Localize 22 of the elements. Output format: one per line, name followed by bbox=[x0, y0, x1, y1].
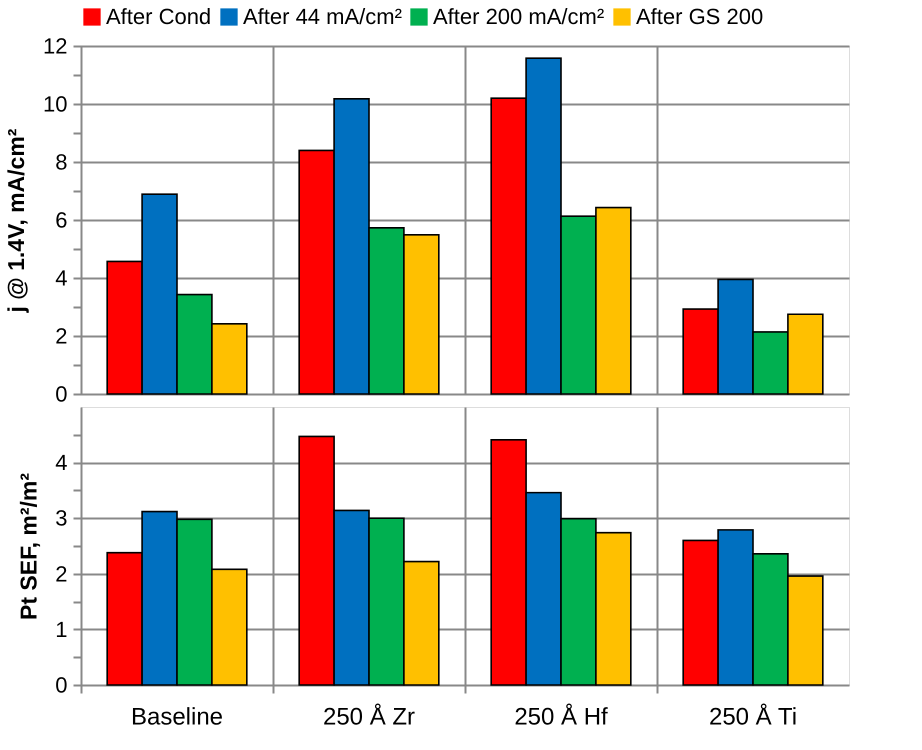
legend-label: After Cond bbox=[106, 4, 212, 29]
x-tick-label: 250 Å Hf bbox=[514, 704, 608, 730]
y-tick-label: 0 bbox=[55, 672, 68, 698]
x-tick-label: Baseline bbox=[130, 704, 224, 730]
legend-label: After 44 mA/cm² bbox=[243, 4, 402, 29]
y-tick-label: 6 bbox=[55, 208, 68, 232]
y-tick-label: 0 bbox=[55, 382, 68, 406]
y-axis-title: Pt SEF, m²/m² bbox=[15, 472, 42, 620]
legend-label: After 200 mA/cm² bbox=[433, 4, 604, 29]
y-tick-label: 12 bbox=[43, 34, 68, 58]
y-tick-label: 3 bbox=[55, 506, 68, 531]
y-tick-label: 8 bbox=[55, 150, 68, 174]
x-tick-label: 250 Å Zr bbox=[322, 704, 416, 730]
y-tick-label: 1 bbox=[55, 616, 68, 642]
y-tick-label: 2 bbox=[55, 324, 68, 348]
y-tick-label: 4 bbox=[55, 450, 68, 476]
y-tick-label: 4 bbox=[55, 266, 68, 290]
legend-label: After GS 200 bbox=[636, 4, 764, 29]
y-tick-label: 10 bbox=[43, 92, 68, 116]
y-tick-label: 2 bbox=[55, 561, 68, 586]
x-tick-label: 250 Å Ti bbox=[708, 704, 798, 730]
y-axis-title: j @ 1.4V, mA/cm² bbox=[3, 128, 30, 314]
